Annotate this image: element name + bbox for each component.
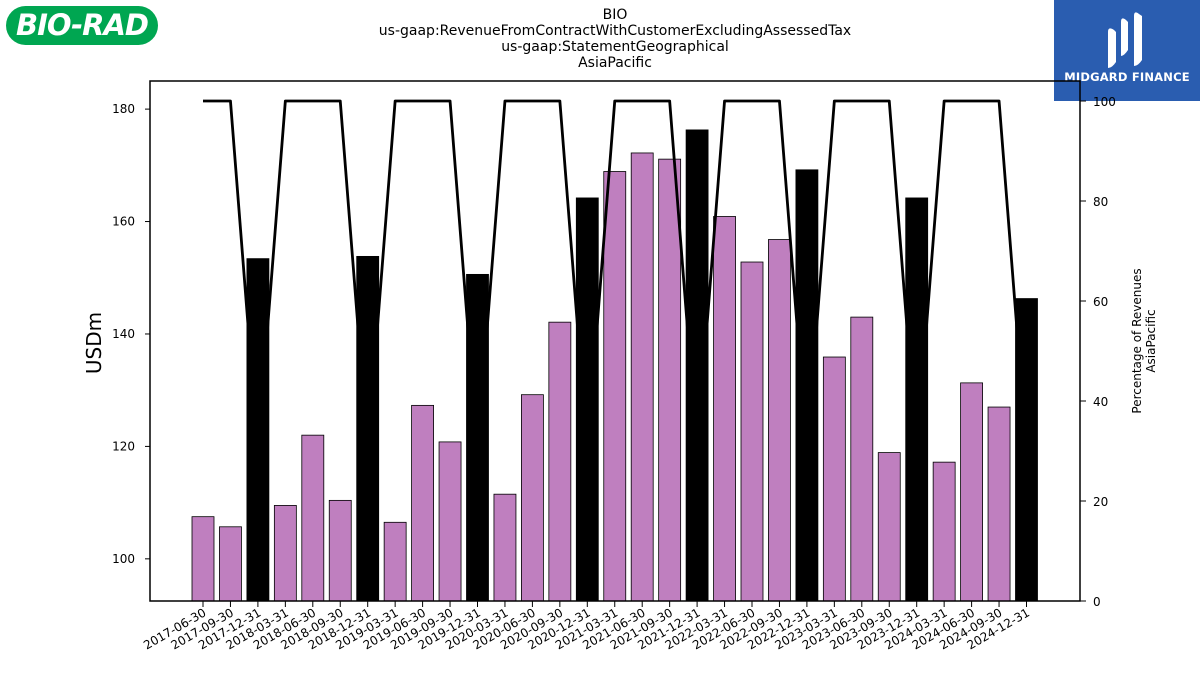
bar-2020-06-30 bbox=[521, 394, 544, 602]
bar-2023-06-30 bbox=[850, 316, 874, 602]
chart-title: BIO us-gaap:RevenueFromContractWithCusto… bbox=[0, 7, 1200, 71]
bio-rad-logo: BIO-RAD bbox=[6, 6, 158, 45]
y-tick-label-100: 100 bbox=[112, 552, 135, 566]
bar-2020-12-31 bbox=[575, 197, 599, 602]
bar-2020-03-31 bbox=[493, 493, 517, 602]
midgard-brand-text: MIDGARD FINANCE bbox=[1064, 70, 1190, 84]
y2-tick-label-0: 0 bbox=[1093, 595, 1101, 609]
y2-tick-label-20: 20 bbox=[1093, 495, 1108, 509]
y2-tick-label-80: 80 bbox=[1093, 195, 1108, 209]
bar-2019-09-30 bbox=[438, 441, 462, 602]
title-line-1: BIO bbox=[602, 7, 628, 23]
bar-2019-03-31 bbox=[383, 521, 407, 602]
title-line-2: us-gaap:RevenueFromContractWithCustomerE… bbox=[378, 23, 852, 39]
y-axis-left: 100 120 140 160 180 bbox=[112, 102, 150, 566]
bar-2017-09-30 bbox=[219, 526, 242, 602]
line-group bbox=[203, 99, 1028, 453]
midgard-finance-logo: MIDGARD FINANCE bbox=[1054, 0, 1200, 101]
bar-2022-03-31 bbox=[713, 216, 736, 602]
bar-2023-03-31 bbox=[822, 356, 846, 602]
bar-2018-09-30 bbox=[328, 499, 352, 602]
bar-2018-12-31 bbox=[356, 255, 380, 602]
y-tick-label-120: 120 bbox=[112, 439, 135, 453]
bar-2022-06-30 bbox=[740, 261, 764, 602]
bars-group bbox=[191, 129, 1038, 602]
bar-2017-06-30 bbox=[191, 516, 215, 602]
bar-2022-09-30 bbox=[768, 239, 791, 602]
title-line-3: us-gaap:StatementGeographical bbox=[501, 39, 729, 55]
bar-2022-12-31 bbox=[795, 169, 819, 602]
bio-rad-logo-text: BIO-RAD bbox=[16, 8, 149, 42]
bar-2021-09-30 bbox=[658, 158, 682, 602]
bar-2020-09-30 bbox=[548, 321, 572, 602]
y2-axis-label-line-1: Percentage of Revenues bbox=[1130, 268, 1144, 413]
bar-2019-06-30 bbox=[411, 404, 435, 602]
y-axis-right: 0 20 40 60 80 100 bbox=[1080, 95, 1116, 609]
percentage-line bbox=[203, 99, 1028, 453]
y-tick-label-140: 140 bbox=[112, 327, 135, 341]
bar-2021-03-31 bbox=[603, 171, 627, 602]
bar-2024-06-30 bbox=[960, 382, 983, 602]
title-line-4: AsiaPacific bbox=[578, 55, 652, 71]
bar-2021-06-30 bbox=[630, 152, 654, 602]
y-tick-label-160: 160 bbox=[112, 215, 135, 229]
bar-2024-03-31 bbox=[932, 461, 956, 602]
y-tick-label-180: 180 bbox=[112, 102, 135, 116]
y2-tick-label-40: 40 bbox=[1093, 395, 1108, 409]
midgard-mark-icon bbox=[1108, 12, 1142, 68]
bar-2018-03-31 bbox=[273, 505, 297, 602]
y2-tick-label-100: 100 bbox=[1093, 95, 1116, 109]
y2-tick-label-60: 60 bbox=[1093, 295, 1108, 309]
x-axis: 2017-06-302017-09-302017-12-312018-03-31… bbox=[141, 601, 1032, 652]
bar-2024-09-30 bbox=[987, 406, 1011, 602]
y2-axis-label-line-2: AsiaPacific bbox=[1144, 309, 1158, 372]
bar-2023-12-31 bbox=[905, 197, 929, 602]
y-axis-label: USDm bbox=[82, 312, 106, 374]
bar-2018-06-30 bbox=[301, 434, 325, 602]
bar-2023-09-30 bbox=[877, 452, 901, 602]
bar-2017-12-31 bbox=[246, 258, 270, 602]
